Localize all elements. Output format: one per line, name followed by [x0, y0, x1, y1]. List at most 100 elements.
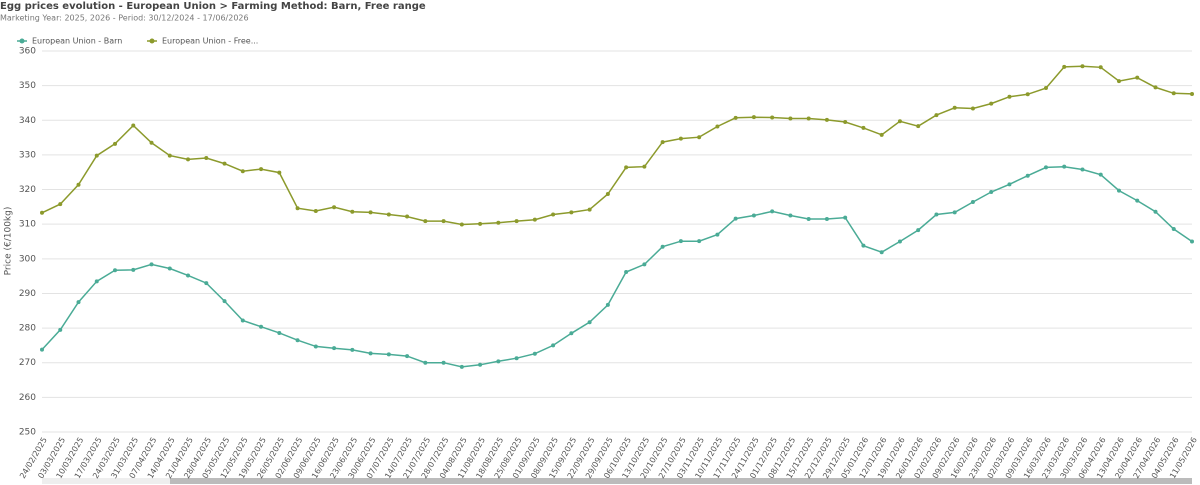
- data-point: [1116, 79, 1121, 84]
- data-point: [386, 212, 391, 217]
- data-point: [1171, 91, 1176, 96]
- data-point: [843, 120, 848, 125]
- data-point: [879, 250, 884, 255]
- data-point: [1043, 165, 1048, 170]
- y-tick-label: 310: [19, 220, 36, 230]
- data-point: [824, 216, 829, 221]
- data-point: [788, 213, 793, 218]
- data-point: [715, 232, 720, 237]
- y-tick-label: 330: [19, 150, 36, 160]
- data-point: [423, 360, 428, 365]
- data-point: [916, 228, 921, 233]
- data-point: [678, 136, 683, 141]
- legend-label: European Union - Barn: [32, 37, 122, 46]
- data-point: [350, 209, 355, 214]
- data-point: [94, 279, 99, 284]
- data-point: [733, 115, 738, 120]
- data-point: [642, 262, 647, 267]
- data-point: [1171, 227, 1176, 232]
- data-point: [113, 141, 118, 146]
- data-point: [1153, 209, 1158, 214]
- chart-title: Egg prices evolution - European Union > …: [0, 1, 426, 12]
- data-point: [313, 209, 318, 214]
- data-point: [76, 182, 81, 187]
- scrollbar-thumb[interactable]: [170, 478, 1192, 484]
- y-tick-label: 360: [19, 47, 36, 57]
- data-point: [514, 356, 519, 361]
- series-line: [41, 165, 1193, 368]
- data-point: [897, 119, 902, 124]
- y-tick-label: 320: [19, 185, 36, 195]
- chart-subtitle: Marketing Year: 2025, 2026 - Period: 30/…: [0, 14, 249, 23]
- y-tick-label: 250: [19, 428, 36, 438]
- data-point: [1153, 85, 1158, 90]
- data-point: [167, 153, 172, 158]
- data-point: [58, 202, 63, 207]
- data-point: [459, 364, 464, 369]
- data-point: [295, 338, 300, 343]
- data-point: [569, 210, 574, 215]
- data-point: [240, 318, 245, 323]
- data-point: [1098, 65, 1103, 70]
- data-point: [496, 220, 501, 225]
- data-point: [660, 140, 665, 145]
- data-point: [934, 113, 939, 118]
- data-point: [551, 212, 556, 217]
- data-point: [295, 206, 300, 211]
- data-point: [715, 124, 720, 129]
- data-point: [770, 209, 775, 214]
- y-tick-label: 350: [19, 81, 36, 91]
- data-point: [678, 239, 683, 244]
- data-point: [368, 210, 373, 215]
- data-point: [1007, 182, 1012, 187]
- data-point: [459, 222, 464, 227]
- data-point: [1080, 64, 1085, 69]
- data-point: [587, 320, 592, 325]
- data-point: [204, 156, 209, 161]
- data-point: [532, 351, 537, 356]
- data-point: [514, 219, 519, 224]
- data-point: [350, 347, 355, 352]
- data-point: [441, 360, 446, 365]
- data-point: [624, 269, 629, 274]
- data-point: [259, 167, 264, 172]
- data-point: [861, 125, 866, 130]
- data-point: [277, 170, 282, 175]
- data-point: [332, 205, 337, 210]
- data-point: [423, 219, 428, 224]
- y-tick-label: 270: [19, 358, 36, 368]
- data-point: [1190, 91, 1194, 96]
- data-point: [605, 192, 610, 197]
- data-point: [478, 221, 483, 226]
- data-point: [496, 359, 501, 364]
- data-point: [733, 216, 738, 221]
- data-point: [368, 351, 373, 356]
- y-tick-label: 340: [19, 116, 36, 126]
- data-point: [149, 262, 154, 267]
- data-point: [624, 165, 629, 170]
- data-point: [1080, 167, 1085, 172]
- data-point: [897, 239, 902, 244]
- data-point: [952, 210, 957, 215]
- data-point: [1043, 86, 1048, 91]
- data-point: [952, 105, 957, 110]
- data-point: [1025, 173, 1030, 178]
- data-point: [605, 302, 610, 307]
- data-point: [58, 327, 63, 332]
- data-point: [824, 117, 829, 122]
- data-point: [259, 324, 264, 329]
- data-point: [751, 115, 756, 120]
- data-point: [879, 132, 884, 137]
- data-point: [1062, 64, 1067, 69]
- data-point: [313, 344, 318, 349]
- y-axis-label: Price (€/100kg): [4, 207, 14, 276]
- y-tick-label: 290: [19, 289, 36, 299]
- data-point: [1190, 239, 1194, 244]
- data-point: [843, 215, 848, 220]
- data-point: [770, 115, 775, 120]
- data-point: [916, 124, 921, 129]
- data-point: [222, 161, 227, 166]
- data-point: [1062, 164, 1067, 169]
- data-point: [113, 268, 118, 273]
- data-point: [551, 343, 556, 348]
